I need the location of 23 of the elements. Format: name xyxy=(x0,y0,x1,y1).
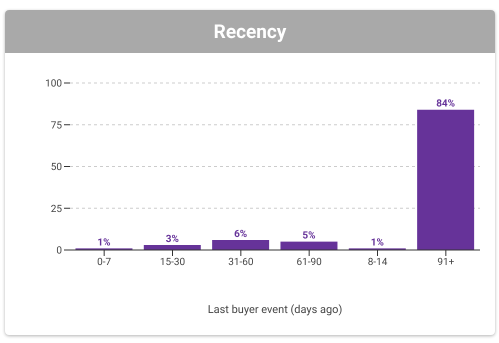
data-label: 6% xyxy=(234,228,248,240)
y-tick-label: 50 xyxy=(50,162,62,174)
chart-title: Recency xyxy=(5,10,495,53)
data-label: 1% xyxy=(97,237,111,248)
bar xyxy=(144,244,201,250)
data-label: 5% xyxy=(302,230,316,242)
bar xyxy=(212,240,270,250)
data-label: 1% xyxy=(370,237,384,248)
data-label: 3% xyxy=(166,234,179,245)
x-tick-label: 8-14 xyxy=(368,257,388,268)
y-tick-label: 100 xyxy=(45,78,62,90)
bar xyxy=(417,110,474,250)
x-tick-label: 15-30 xyxy=(160,257,186,268)
data-label: 84% xyxy=(436,98,456,110)
y-tick-label: 0 xyxy=(56,246,62,257)
y-tick-label: 25 xyxy=(50,204,62,215)
bar xyxy=(280,242,338,250)
x-tick-label: 61-90 xyxy=(296,257,322,268)
y-tick-label: 75 xyxy=(50,120,62,132)
x-tick-label: 0-7 xyxy=(97,257,112,268)
x-tick-label: 91+ xyxy=(437,257,455,268)
x-axis-title: Last buyer event (days ago) xyxy=(208,303,342,316)
x-tick-label: 31-60 xyxy=(228,257,254,268)
